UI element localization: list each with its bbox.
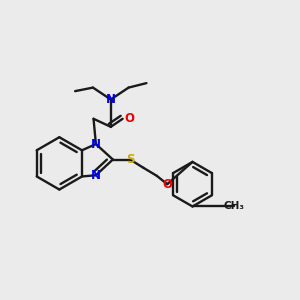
Text: O: O [124, 112, 134, 125]
Text: N: N [106, 93, 116, 106]
Text: S: S [126, 153, 134, 166]
Text: N: N [91, 169, 101, 182]
Text: O: O [162, 178, 172, 191]
Text: CH₃: CH₃ [224, 202, 244, 212]
Text: N: N [91, 138, 101, 151]
